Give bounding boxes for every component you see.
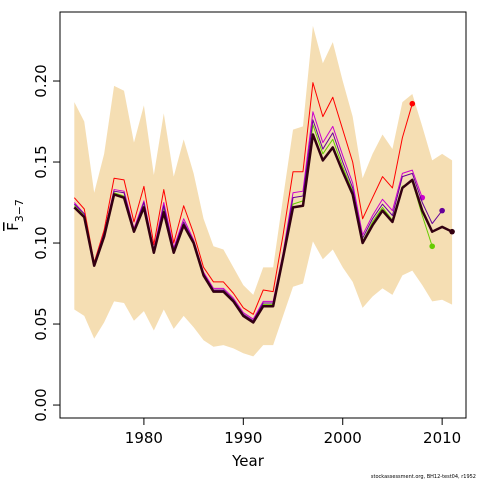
series-line	[73, 133, 453, 324]
x-tick-label: 2010	[423, 429, 461, 447]
x-tick-label: 2000	[324, 429, 362, 447]
y-tick-label: 0.00	[32, 388, 50, 421]
x-tick-label: 1990	[224, 429, 262, 447]
end-marker	[449, 228, 455, 235]
end-marker	[439, 207, 445, 214]
y-axis-title-sub: 3−7	[13, 199, 26, 222]
series-line	[73, 82, 413, 315]
end-marker	[429, 243, 435, 250]
y-axis-title: F3−7	[4, 199, 26, 231]
y-tick-label: 0.15	[32, 145, 50, 178]
y-tick-label: 0.10	[32, 226, 50, 259]
y-tick-label: 0.20	[32, 64, 50, 97]
y-tick-label: 0.05	[32, 307, 50, 340]
x-axis-title: Year	[231, 452, 265, 470]
confidence-band	[74, 25, 453, 357]
credit: stockassessment.org, BH12-test04, r1952	[371, 474, 476, 480]
y-axis-title-main: F	[4, 222, 22, 231]
plot-frame	[59, 11, 467, 419]
x-tick-label: 1980	[125, 429, 163, 447]
end-marker	[409, 100, 416, 107]
